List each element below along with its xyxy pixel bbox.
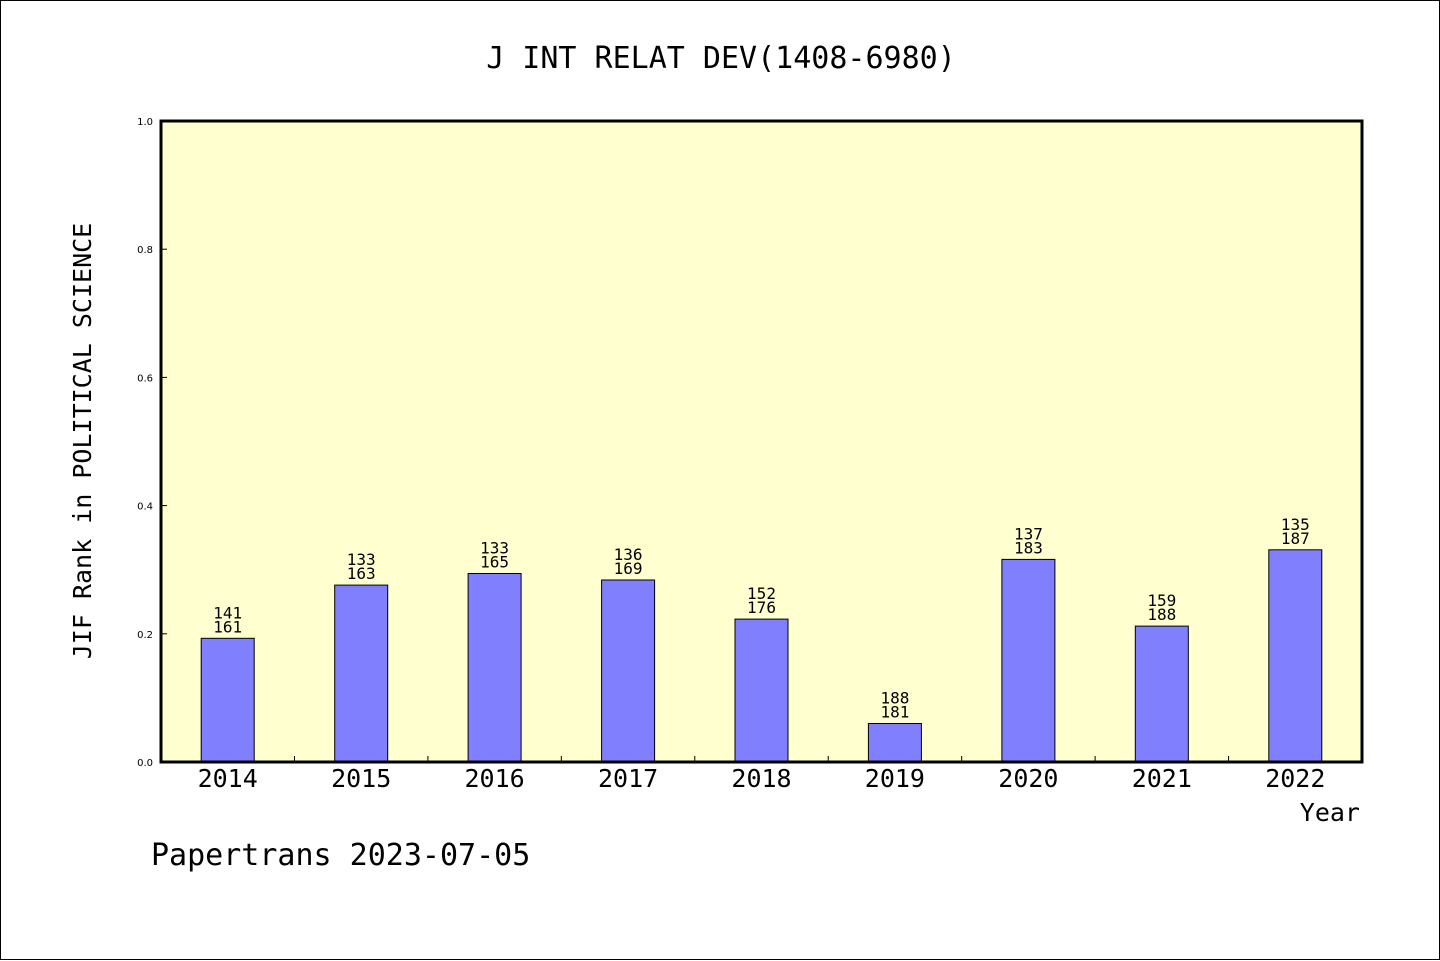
y-tick-label: 1.0 bbox=[137, 117, 153, 128]
y-tick-label: 0.8 bbox=[137, 245, 153, 256]
bar-label: 136 bbox=[614, 545, 643, 564]
bar-label: 141 bbox=[213, 603, 242, 622]
bar-label: 181 bbox=[880, 703, 909, 722]
bar bbox=[467, 573, 522, 763]
y-axis-label: JIF Rank in POLITICAL SCIENCE bbox=[68, 223, 97, 660]
bar-label: 176 bbox=[747, 598, 776, 617]
bar-label: 152 bbox=[747, 584, 776, 603]
bar bbox=[734, 618, 789, 763]
x-tick-label: 2021 bbox=[1132, 764, 1192, 793]
bar bbox=[1134, 625, 1189, 763]
bar-label: 188 bbox=[1147, 605, 1176, 624]
bar-label: 187 bbox=[1281, 529, 1310, 548]
y-tick-label: 0.2 bbox=[137, 630, 153, 641]
bar-label: 188 bbox=[880, 689, 909, 708]
x-tick-label: 2019 bbox=[865, 764, 925, 793]
bar bbox=[200, 637, 255, 763]
x-tick-label: 2017 bbox=[598, 764, 658, 793]
bar-label: 163 bbox=[347, 564, 376, 583]
bar bbox=[334, 584, 389, 763]
y-tick-label: 0.6 bbox=[137, 373, 153, 384]
y-tick-label: 0.0 bbox=[137, 758, 153, 769]
bar bbox=[601, 579, 656, 763]
footer-credit: Papertrans 2023-07-05 bbox=[151, 838, 530, 873]
bar bbox=[1268, 549, 1323, 763]
bar bbox=[867, 723, 922, 763]
x-tick-label: 2020 bbox=[998, 764, 1058, 793]
bar-label: 165 bbox=[480, 553, 509, 572]
x-tick-label: 2022 bbox=[1265, 764, 1325, 793]
x-tick-label: 2014 bbox=[198, 764, 258, 793]
bar-label: 159 bbox=[1147, 591, 1176, 610]
x-tick-label: 2016 bbox=[464, 764, 524, 793]
x-axis-label: Year bbox=[1300, 798, 1360, 827]
y-tick-label: 0.4 bbox=[137, 502, 153, 513]
ticks-layer: 2014 2015 2016 2017 2018 2019 2020 2021 2022 0.0 0… bbox=[137, 117, 1325, 793]
bar-label: 169 bbox=[614, 559, 643, 578]
chart-title: J INT RELAT DEV(1408-6980) bbox=[486, 41, 956, 76]
x-tick-label: 2015 bbox=[331, 764, 391, 793]
bar-label: 161 bbox=[213, 617, 242, 636]
bar-label: 137 bbox=[1014, 524, 1043, 543]
bar-label: 133 bbox=[480, 539, 509, 558]
bar-label: 183 bbox=[1014, 538, 1043, 557]
bar-label: 133 bbox=[347, 550, 376, 569]
bar bbox=[1001, 558, 1056, 763]
plot-border bbox=[159, 119, 1364, 764]
bar-label: 135 bbox=[1281, 515, 1310, 534]
x-tick-label: 2018 bbox=[731, 764, 791, 793]
